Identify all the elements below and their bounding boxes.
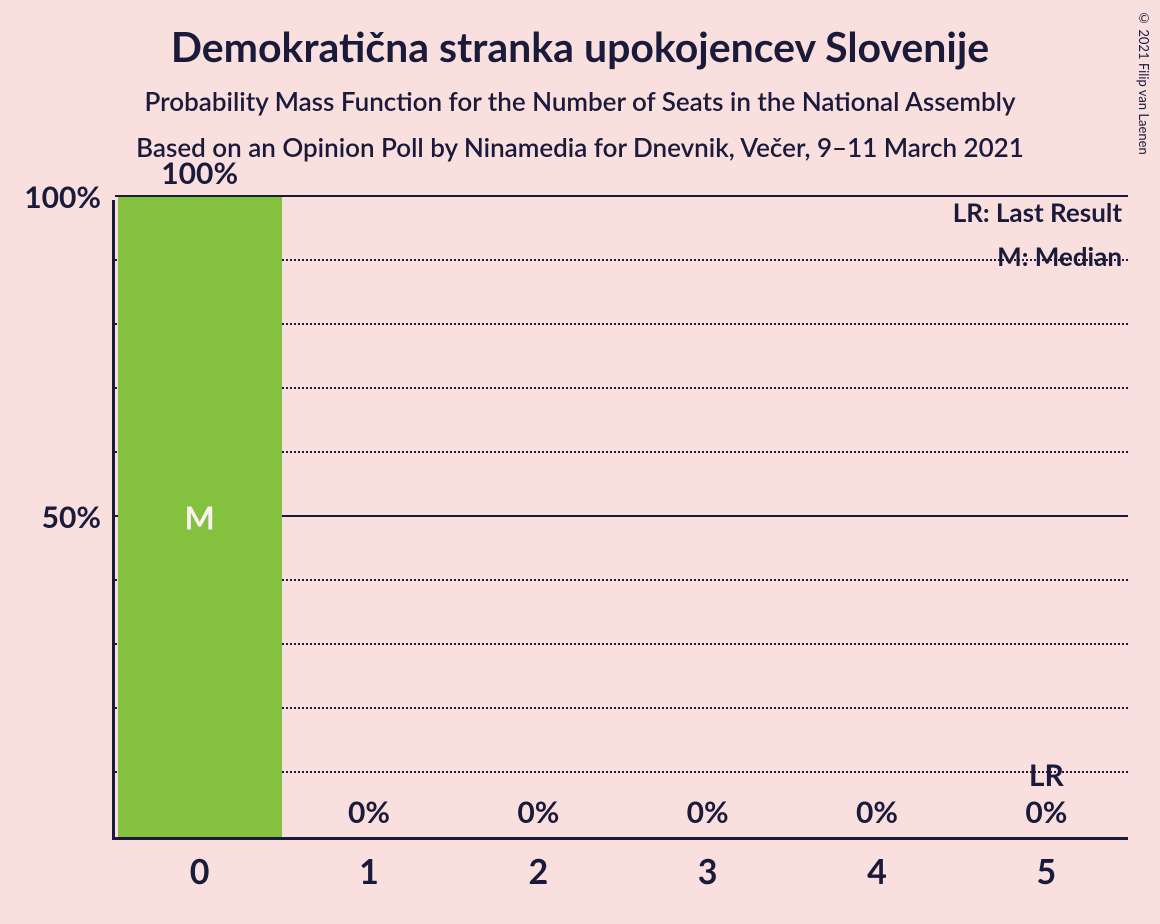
pmf-bar-chart: LR: Last Result M: Median 50%100%100%M00…: [112, 200, 1128, 840]
bar-value-label: 0%: [964, 794, 1128, 836]
y-axis-label: 100%: [24, 179, 115, 215]
x-axis-label: 2: [528, 837, 548, 892]
x-axis-label: 5: [1036, 837, 1056, 892]
bar: 100%M: [118, 197, 282, 837]
bar-value-label: 0%: [626, 794, 790, 836]
bar-value-label: 0%: [456, 794, 620, 836]
y-axis-label: 50%: [42, 499, 115, 535]
bar-value-label: 0%: [795, 794, 959, 836]
x-axis-label: 0: [190, 837, 210, 892]
bar-value-label: 100%: [118, 155, 282, 197]
chart-titles: Demokratična stranka upokojencev Sloveni…: [0, 0, 1160, 163]
last-result-marker: LR: [964, 757, 1128, 793]
x-axis-label: 4: [867, 837, 887, 892]
x-axis-label: 1: [359, 837, 379, 892]
median-marker: M: [118, 498, 282, 537]
copyright-text: © 2021 Filip van Laenen: [1136, 10, 1152, 155]
chart-title: Demokratična stranka upokojencev Sloveni…: [0, 0, 1160, 71]
plot-area: 50%100%100%M00%10%20%30%40%LR5: [112, 200, 1128, 840]
chart-subtitle-1: Probability Mass Function for the Number…: [0, 85, 1160, 117]
bar-value-label: 0%: [287, 794, 451, 836]
x-axis-label: 3: [698, 837, 718, 892]
